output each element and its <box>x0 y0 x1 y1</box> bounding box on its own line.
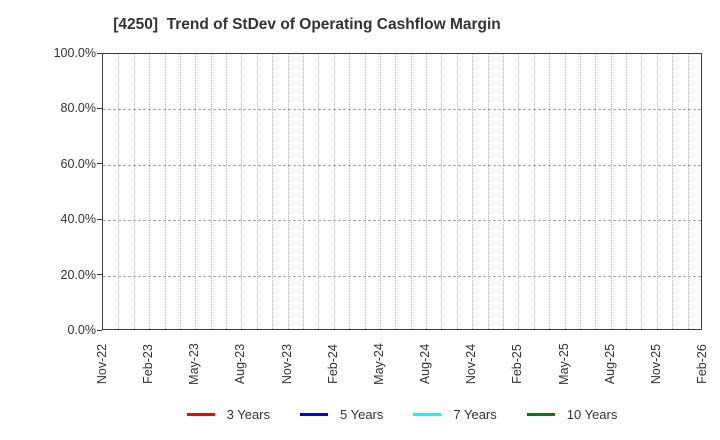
legend-item: 10 Years <box>526 406 618 422</box>
x-tick-label: May-23 <box>187 343 202 385</box>
vertical-gridline <box>272 54 274 329</box>
vertical-gridline <box>456 54 458 329</box>
vertical-gridline <box>364 54 366 329</box>
vertical-gridline <box>503 54 504 329</box>
vertical-gridline <box>533 54 535 329</box>
y-tick-label: 40.0% <box>60 212 96 227</box>
vertical-gridline <box>626 54 628 329</box>
vertical-gridline <box>179 54 181 329</box>
legend-item: 3 Years <box>186 406 270 422</box>
legend-line-swatch <box>526 412 555 416</box>
x-tick-label: Feb-25 <box>510 344 525 384</box>
vertical-gridline <box>349 54 351 329</box>
x-tick-label: May-25 <box>556 343 571 385</box>
vertical-gridline <box>579 54 581 329</box>
vertical-gridline <box>610 54 612 329</box>
horizontal-gridline <box>103 164 701 166</box>
vertical-gridline <box>210 54 212 329</box>
vertical-gridline <box>226 54 228 329</box>
y-tick-label: 80.0% <box>60 101 96 116</box>
y-axis-tick <box>97 163 102 165</box>
horizontal-gridline <box>103 109 701 111</box>
vertical-gridline <box>333 54 335 329</box>
y-axis-tick <box>97 52 102 54</box>
vertical-gridline <box>441 54 443 329</box>
vertical-gridline <box>687 54 689 329</box>
horizontal-gridline <box>103 220 701 222</box>
y-axis-tick <box>97 107 102 109</box>
y-tick-label: 20.0% <box>60 267 96 282</box>
legend: 3 Years 5 Years 7 Years 10 Years <box>102 405 702 423</box>
vertical-gridline <box>318 54 320 329</box>
vertical-gridline <box>549 54 551 329</box>
vertical-gridline <box>241 54 243 329</box>
y-axis-tick <box>97 274 102 276</box>
x-tick-label: Aug-24 <box>418 343 433 385</box>
y-tick-label: 0.0% <box>67 323 97 337</box>
legend-line-swatch <box>186 412 215 416</box>
vertical-gridline <box>256 54 258 329</box>
vertical-gridline <box>426 54 428 329</box>
vertical-gridline <box>487 54 489 329</box>
legend-line-swatch <box>300 412 328 416</box>
legend-label: 5 Years <box>340 406 384 422</box>
chart-title: [4250] Trend of StDev of Operating Cashf… <box>113 16 501 33</box>
y-axis-tick <box>97 329 102 331</box>
plot-area <box>102 53 702 330</box>
legend-line-swatch <box>413 412 442 416</box>
x-tick-label: Feb-24 <box>325 344 340 384</box>
vertical-gridline <box>472 54 474 329</box>
x-tick-label: Feb-26 <box>695 344 709 384</box>
x-tick-label: Nov-25 <box>648 343 663 385</box>
x-tick-label: May-24 <box>371 343 386 385</box>
x-tick-label: Aug-25 <box>602 343 617 385</box>
legend-label: 7 Years <box>453 406 497 422</box>
x-tick-label: Nov-23 <box>279 343 294 385</box>
legend-label: 3 Years <box>226 406 270 422</box>
x-tick-label: Aug-23 <box>233 343 248 385</box>
vertical-gridline <box>410 54 412 329</box>
vertical-gridline <box>303 54 304 329</box>
vertical-gridline <box>656 54 658 329</box>
vertical-gridline <box>518 54 520 329</box>
vertical-gridline <box>641 54 643 329</box>
vertical-gridline <box>149 54 151 329</box>
x-tick-label: Feb-23 <box>141 344 156 384</box>
vertical-gridline <box>118 54 120 329</box>
legend-label: 10 Years <box>566 406 618 422</box>
vertical-gridline <box>672 54 674 329</box>
legend-item: 7 Years <box>413 406 497 422</box>
legend-item: 5 Years <box>300 407 383 422</box>
y-axis-tick <box>97 218 102 220</box>
horizontal-gridline <box>103 275 701 277</box>
vertical-gridline <box>195 54 197 329</box>
vertical-gridline <box>133 54 135 329</box>
vertical-gridline <box>595 54 597 329</box>
x-tick-label: Nov-22 <box>95 343 109 385</box>
vertical-gridline <box>287 54 289 329</box>
x-tick-label: Nov-24 <box>464 343 479 385</box>
vertical-gridline <box>564 54 566 329</box>
vertical-gridline <box>395 54 397 329</box>
vertical-gridline <box>379 54 381 329</box>
y-tick-label: 60.0% <box>60 156 96 171</box>
y-tick-label: 100.0% <box>53 46 96 60</box>
vertical-gridline <box>164 54 166 329</box>
